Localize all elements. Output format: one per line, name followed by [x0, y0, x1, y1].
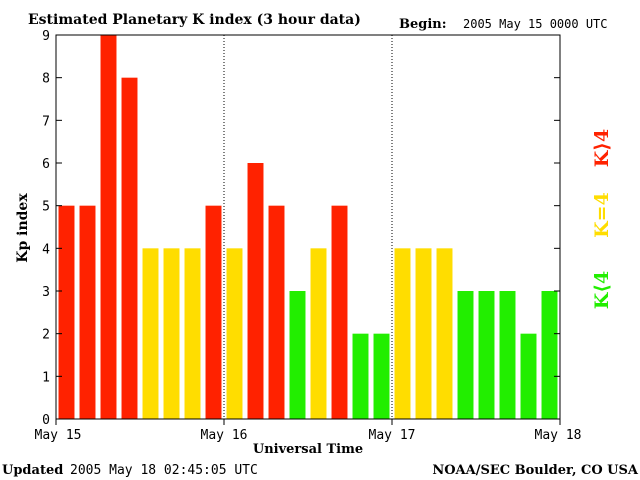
y-tick-label: 8	[42, 72, 50, 87]
kp-bar	[142, 248, 159, 419]
kp-bar	[520, 333, 537, 419]
legend-quiet: K⟨4	[591, 271, 613, 309]
day-separators	[223, 35, 393, 419]
legend-active: K=4	[591, 192, 613, 238]
kp-bar	[499, 291, 516, 419]
y-tick-label: 6	[42, 157, 50, 172]
kp-bar	[163, 248, 180, 419]
y-tick-label: 1	[42, 370, 50, 385]
kp-bar	[100, 35, 117, 419]
updated-value: 2005 May 18 02:45:05 UTC	[70, 463, 258, 478]
kp-bar	[205, 205, 222, 419]
updated-label: Updated	[2, 463, 63, 478]
source-credit: NOAA/SEC Boulder, CO USA	[432, 463, 639, 478]
y-tick-label: 4	[42, 242, 50, 257]
kp-bar	[436, 248, 453, 419]
kp-bar	[457, 291, 474, 419]
kp-bar	[352, 333, 369, 419]
y-axis-label: Kp index	[15, 193, 31, 263]
begin-label: Begin:	[399, 17, 447, 32]
plot-frame	[55, 34, 561, 420]
x-axis-label: Universal Time	[253, 442, 363, 457]
kp-bar	[247, 163, 264, 419]
y-tick-label: 2	[42, 328, 50, 343]
kp-bar	[310, 248, 327, 419]
kp-bar	[58, 205, 75, 419]
x-tick-label: May 17	[369, 428, 416, 443]
y-tick-label: 5	[42, 200, 50, 215]
x-tick-label: May 15	[35, 428, 82, 443]
kp-bar	[541, 291, 558, 419]
kp-bar	[226, 248, 243, 419]
y-axis-ticks: 0 1 2 3 4 5 6 7 8 9	[42, 29, 560, 428]
y-tick-label: 3	[42, 285, 50, 300]
y-tick-label: 0	[42, 413, 50, 428]
kp-bar	[268, 205, 285, 419]
kp-bar	[289, 291, 306, 419]
y-tick-label: 9	[42, 29, 50, 44]
kp-bar	[415, 248, 432, 419]
chart-title: Estimated Planetary K index (3 hour data…	[28, 12, 361, 28]
kp-bar	[331, 205, 348, 419]
kp-bar	[373, 333, 390, 419]
y-tick-label: 7	[42, 114, 50, 129]
begin-value: 2005 May 15 0000 UTC	[463, 17, 608, 31]
x-tick-label: May 18	[535, 428, 582, 443]
legend-storm: K⟩4	[591, 129, 613, 167]
x-axis-ticks: May 15 May 16 May 17 May 18	[35, 419, 582, 443]
x-tick-label: May 16	[201, 428, 248, 443]
kp-bar	[394, 248, 411, 419]
kp-bar	[184, 248, 201, 419]
kp-bar	[121, 77, 138, 420]
kp-bar	[478, 291, 495, 419]
kp-bar	[79, 205, 96, 419]
bar-series	[58, 35, 558, 420]
